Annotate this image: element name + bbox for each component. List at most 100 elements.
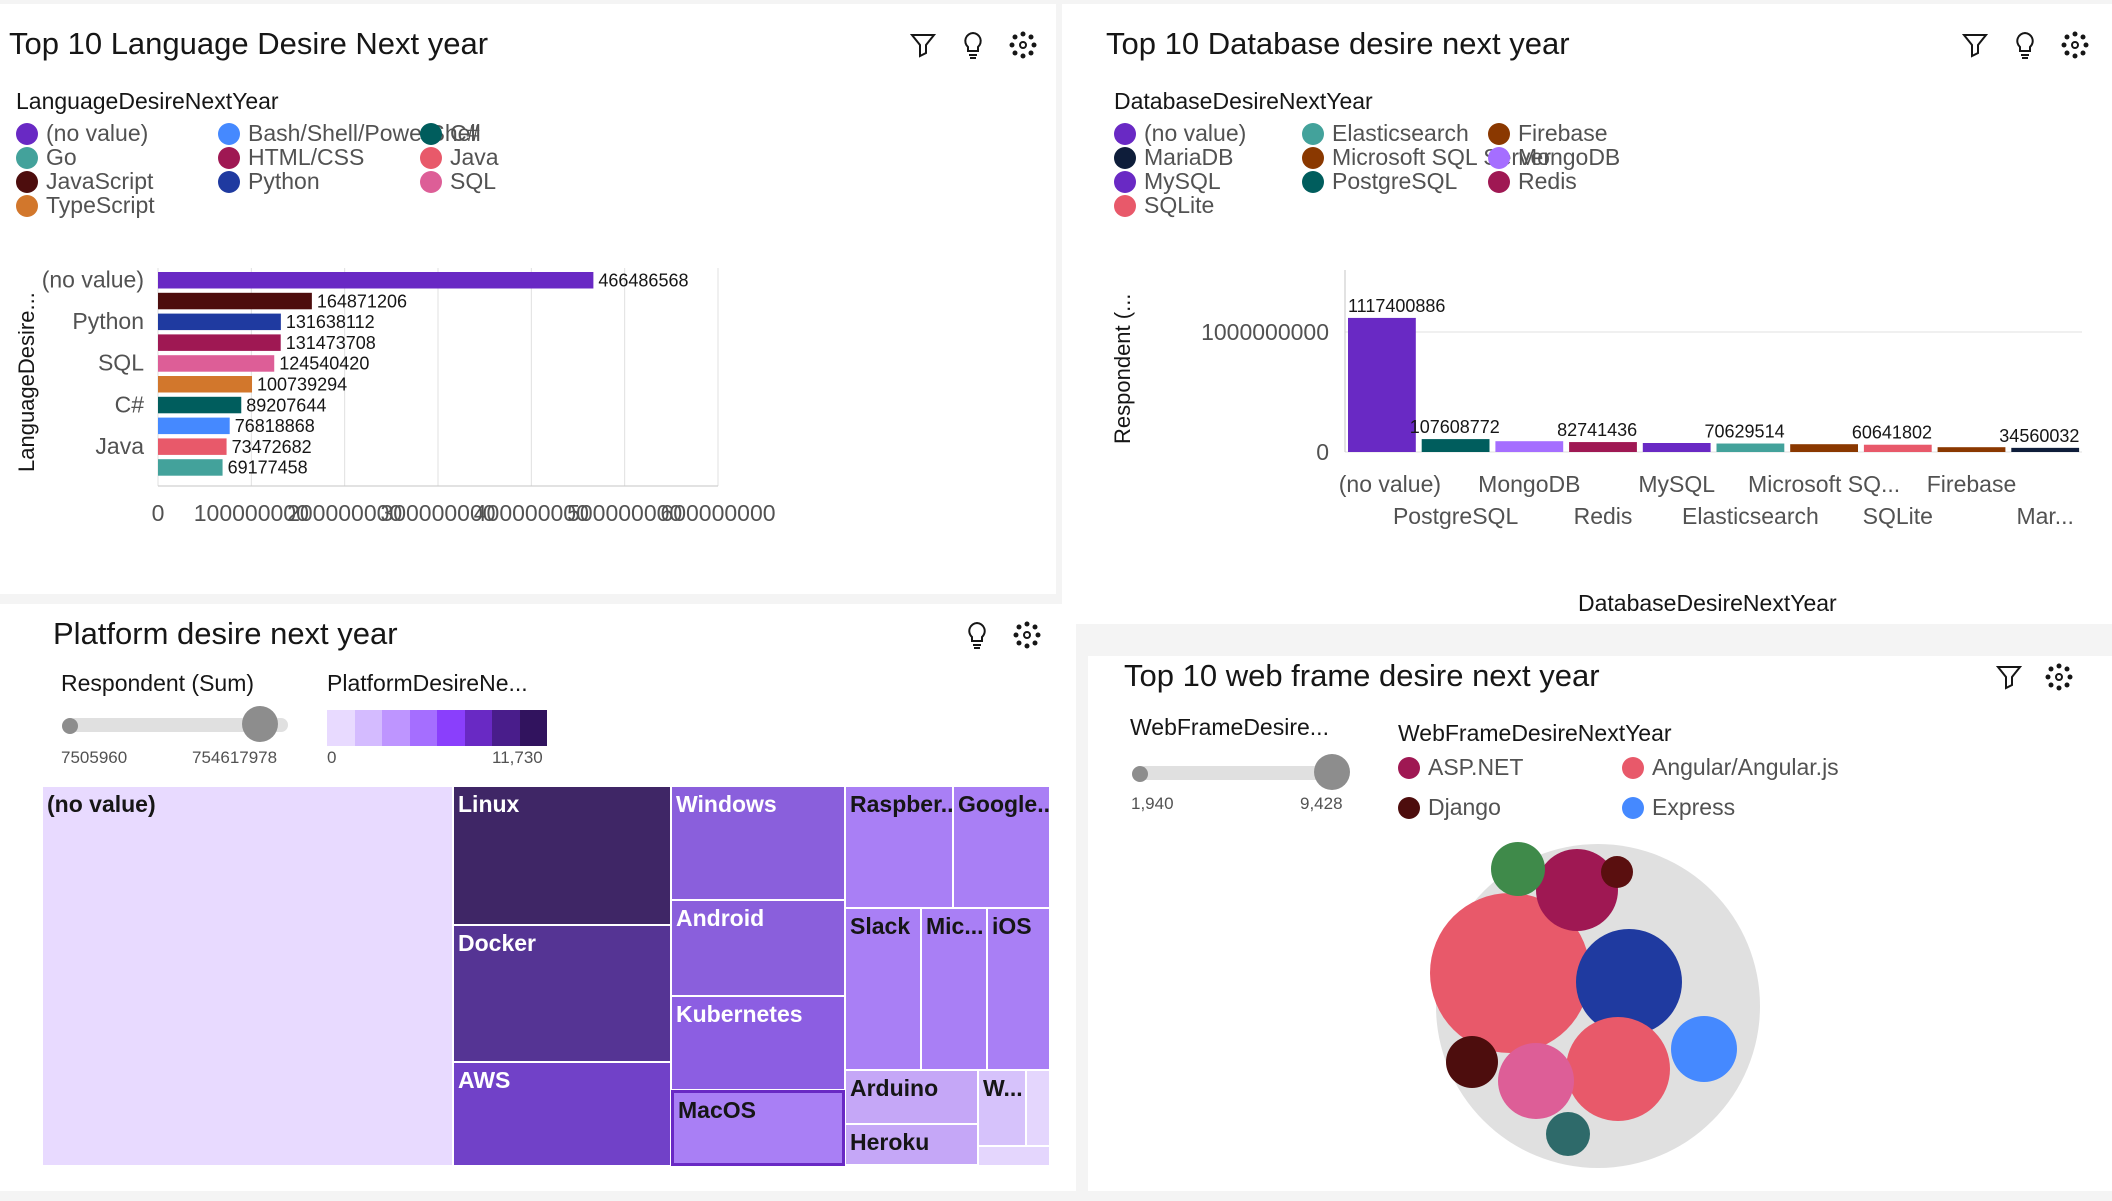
color-scale-swatch — [354, 710, 382, 746]
legend-swatch — [1302, 122, 1324, 145]
bar-mysql — [1642, 443, 1711, 452]
bar-mar — [2011, 447, 2080, 452]
language-legend-item-no-value[interactable]: (no value) — [16, 120, 148, 147]
web-size-legend-title: WebFrameDesire... — [1130, 714, 1329, 740]
treemap-cell-google[interactable]: Google... — [953, 786, 1050, 908]
webframe-legend-item-express[interactable]: Express — [1622, 794, 1735, 821]
treemap-cell-unlabeled[interactable] — [1026, 1070, 1050, 1146]
database-legend-item-redis[interactable]: Redis — [1488, 168, 1577, 195]
treemap-cell-docker[interactable]: Docker — [453, 925, 671, 1062]
settings-icon[interactable] — [1012, 620, 1042, 650]
language-legend-item-java[interactable]: Java — [420, 144, 499, 171]
treemap-cell-label: iOS — [992, 913, 1032, 939]
bar-value-label: 466486568 — [598, 271, 688, 291]
bubble-8 — [1491, 842, 1545, 896]
lightbulb-icon[interactable] — [962, 620, 992, 650]
bar-value-label: 89207644 — [246, 395, 326, 415]
treemap-cell-android[interactable]: Android — [671, 900, 845, 996]
database-legend-item-firebase[interactable]: Firebase — [1488, 120, 1607, 147]
legend-swatch — [1114, 194, 1136, 217]
webframe-legend-item-angular-angular-js[interactable]: Angular/Angular.js — [1622, 754, 1839, 781]
language-legend-item-python[interactable]: Python — [218, 168, 320, 195]
bar-mongodb — [1495, 441, 1564, 452]
legend-swatch — [218, 122, 240, 145]
bar-value-label: 100739294 — [257, 375, 347, 395]
treemap-cell-label: Kubernetes — [676, 1001, 803, 1027]
treemap-cell-aws[interactable]: AWS — [453, 1062, 671, 1166]
webframe-legend-item-django[interactable]: Django — [1398, 794, 1501, 821]
treemap-cell-heroku[interactable]: Heroku — [845, 1124, 978, 1166]
filter-icon[interactable] — [1994, 662, 2024, 692]
legend-swatch — [1622, 796, 1644, 819]
bar-value-label: 124540420 — [279, 354, 369, 374]
legend-label: Redis — [1518, 168, 1577, 194]
treemap-cell-unlabeled[interactable] — [845, 1164, 978, 1166]
language-legend-item-sql[interactable]: SQL — [420, 168, 496, 195]
legend-swatch — [1488, 170, 1510, 193]
legend-label: PostgreSQL — [1332, 168, 1458, 194]
legend-swatch — [16, 194, 38, 217]
database-actions — [1960, 30, 2090, 60]
settings-icon[interactable] — [2044, 662, 2074, 692]
treemap-cell-w[interactable]: W... — [978, 1070, 1026, 1146]
database-legend-item-mysql[interactable]: MySQL — [1114, 168, 1221, 195]
database-legend-item-mariadb[interactable]: MariaDB — [1114, 144, 1233, 171]
language-legend-title: LanguageDesireNextYear — [16, 88, 279, 114]
treemap-cell-raspber[interactable]: Raspber... — [845, 786, 953, 908]
treemap-cell-label: Mic... — [926, 913, 984, 939]
treemap-cell-windows[interactable]: Windows — [671, 786, 845, 900]
treemap-cell-label: Arduino — [850, 1075, 939, 1101]
treemap-cell-label: AWS — [458, 1067, 511, 1093]
settings-icon[interactable] — [1008, 30, 1038, 60]
lightbulb-icon[interactable] — [958, 30, 988, 60]
bar-java — [158, 438, 227, 455]
language-bar-chart: 0 100000000200000000300000000400000000500… — [42, 267, 776, 527]
language-legend-item-typescript[interactable]: TypeScript — [16, 192, 155, 219]
bar-typescript — [158, 376, 253, 393]
size-legend-max-knob[interactable] — [242, 706, 278, 742]
web-size-legend-max-knob[interactable] — [1314, 754, 1350, 790]
legend-label: MySQL — [1144, 168, 1221, 194]
legend-swatch — [1114, 122, 1136, 145]
treemap-cell-label: Docker — [458, 930, 536, 956]
webframe-bubble-chart — [1430, 842, 1760, 1168]
language-legend-item-html-css[interactable]: HTML/CSS — [218, 144, 364, 171]
treemap-cell-unlabeled[interactable] — [978, 1146, 1050, 1166]
treemap-cell-label: MacOS — [678, 1097, 756, 1123]
treemap-cell-macos[interactable]: MacOS — [671, 1090, 845, 1166]
legend-label: C# — [450, 120, 480, 146]
filter-icon[interactable] — [1960, 30, 1990, 60]
language-legend-item-c[interactable]: C# — [420, 120, 479, 147]
color-scale-swatch — [519, 710, 547, 746]
language-legend-item-go[interactable]: Go — [16, 144, 77, 171]
legend-label: (no value) — [1144, 120, 1247, 146]
database-y-axis-label: Respondent (... — [1110, 293, 1135, 444]
webframe-legend-item-asp-net[interactable]: ASP.NET — [1398, 754, 1523, 781]
web-size-legend-min-knob[interactable] — [1132, 766, 1148, 782]
treemap-cell-kubernetes[interactable]: Kubernetes — [671, 996, 845, 1090]
treemap-cell-mic[interactable]: Mic... — [921, 908, 987, 1070]
bar-value-label: 131638112 — [286, 312, 375, 332]
y-tick-label: SQL — [98, 350, 144, 376]
database-legend-item-postgresql[interactable]: PostgreSQL — [1302, 168, 1457, 195]
lightbulb-icon[interactable] — [2010, 30, 2040, 60]
settings-icon[interactable] — [2060, 30, 2090, 60]
treemap-cell-no-value[interactable]: (no value) — [42, 786, 453, 1166]
color-scale-swatch — [492, 710, 520, 746]
database-legend-item-elasticsearch[interactable]: Elasticsearch — [1302, 120, 1469, 147]
color-legend-scale — [327, 710, 547, 746]
bar-no-value — [158, 272, 594, 289]
treemap-cell-linux[interactable]: Linux — [453, 786, 671, 925]
platform-color-legend: PlatformDesireNe... 0 11,730 — [327, 670, 567, 770]
filter-icon[interactable] — [908, 30, 938, 60]
legend-label: Django — [1428, 794, 1501, 820]
treemap-cell-arduino[interactable]: Arduino — [845, 1070, 978, 1124]
size-legend-min-knob[interactable] — [62, 718, 78, 734]
database-legend-item-no-value[interactable]: (no value) — [1114, 120, 1246, 147]
database-legend-item-sqlite[interactable]: SQLite — [1114, 192, 1214, 219]
treemap-cell-ios[interactable]: iOS — [987, 908, 1050, 1070]
database-legend-item-mongodb[interactable]: MongoDB — [1488, 144, 1620, 171]
database-legend-item-microsoft-sql-server[interactable]: Microsoft SQL Server — [1302, 144, 1551, 171]
language-legend-item-javascript[interactable]: JavaScript — [16, 168, 153, 195]
treemap-cell-slack[interactable]: Slack — [845, 908, 921, 1070]
